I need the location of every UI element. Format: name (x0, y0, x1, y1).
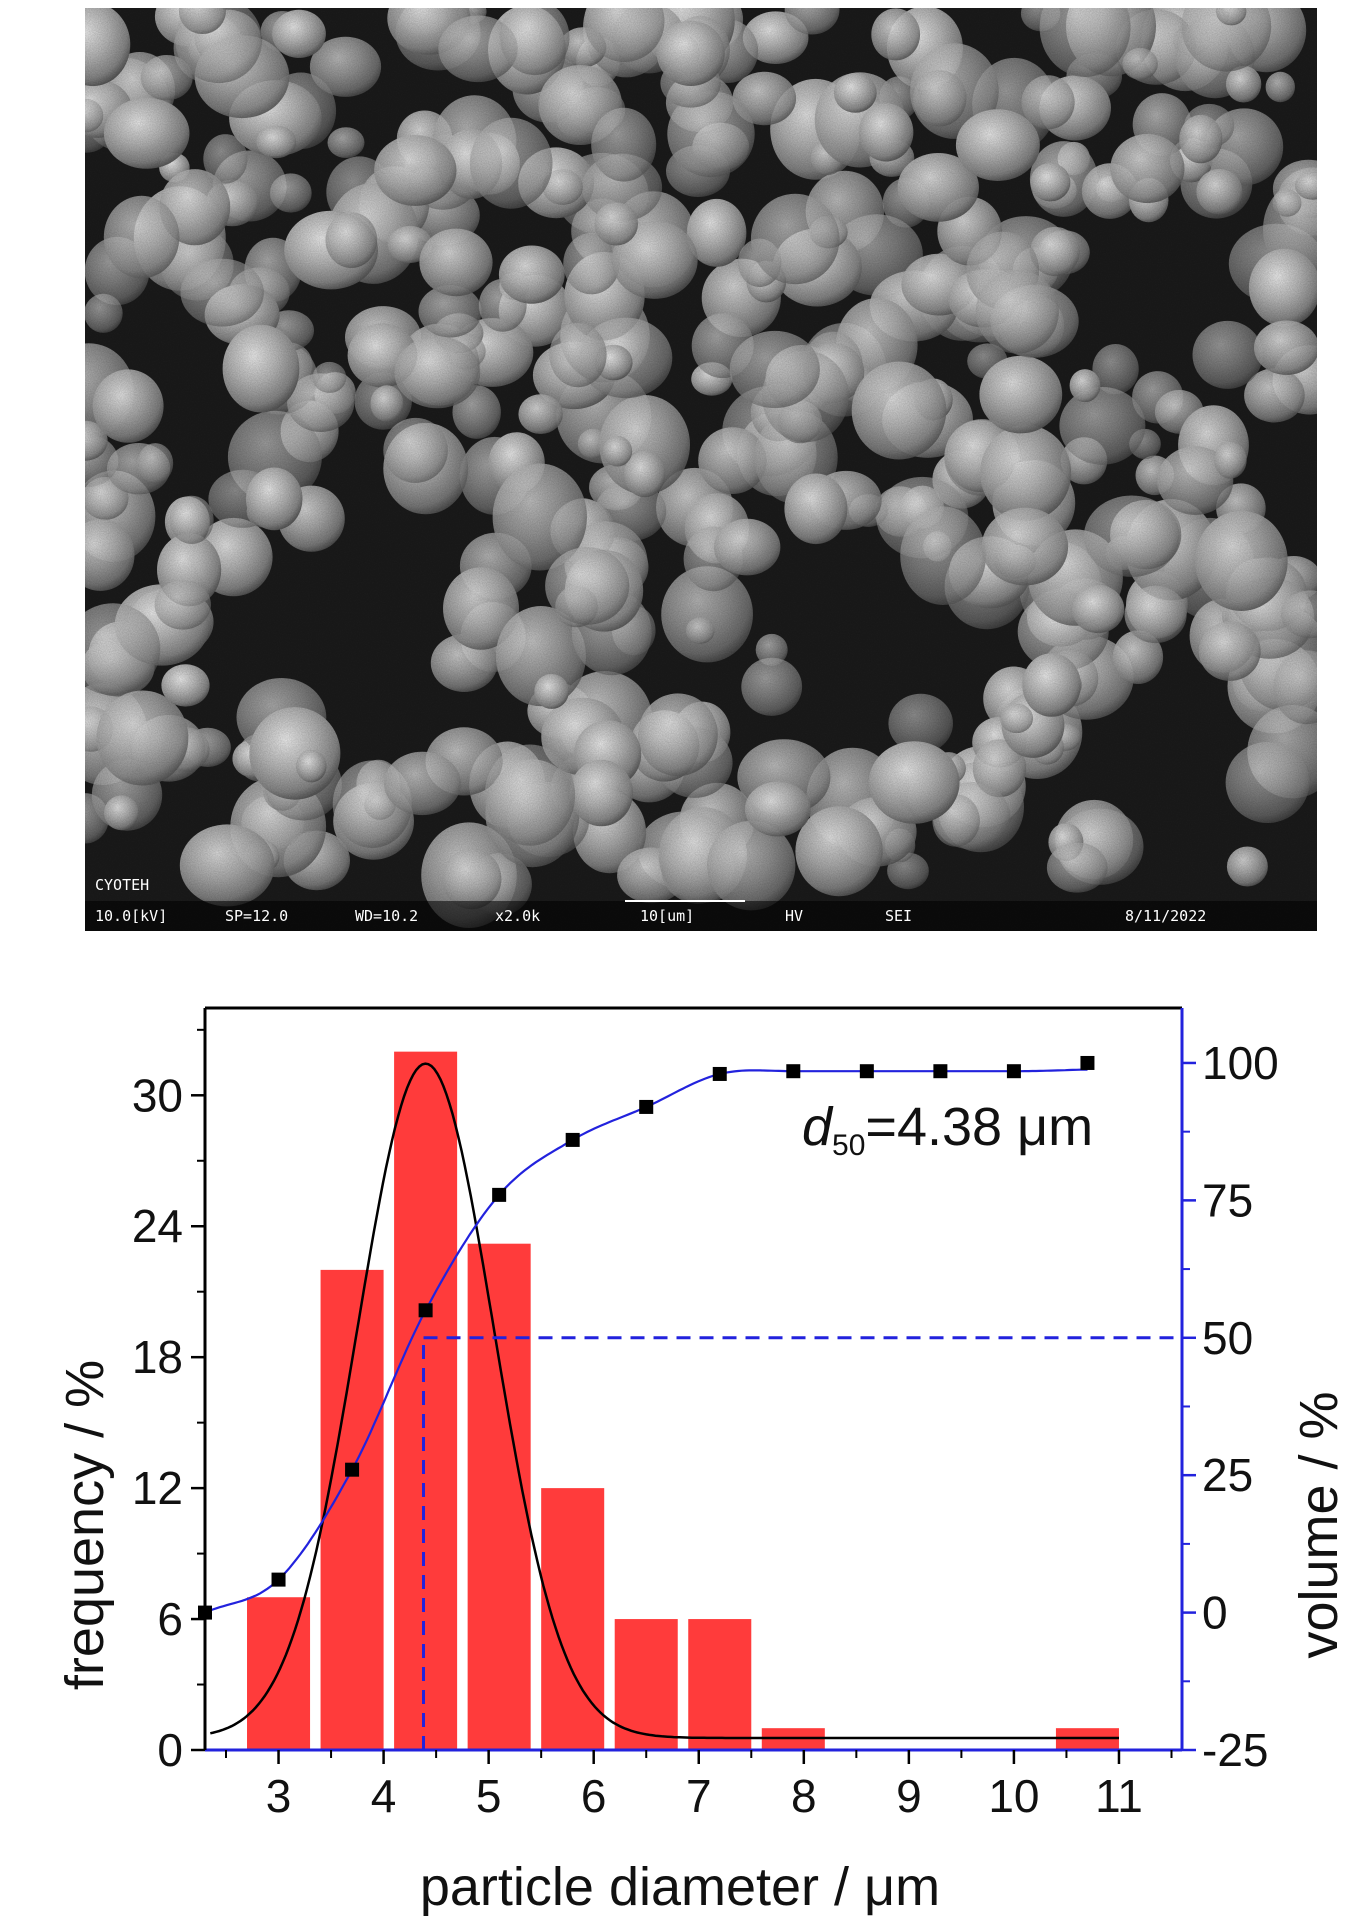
x-tick-label: 9 (896, 1770, 922, 1822)
sem-info-hv: HV (785, 907, 803, 925)
y-tick-label: 24 (132, 1200, 183, 1252)
y2-tick-label: 25 (1202, 1449, 1253, 1501)
volume-points (198, 1055, 1095, 1620)
y-tick-label: 12 (132, 1462, 183, 1514)
y2-axis-title: volume / % (1289, 1391, 1349, 1658)
sem-info-mag: x2.0k (495, 907, 540, 925)
fit-curve-line (210, 1062, 1119, 1740)
d50-lines (422, 1336, 1182, 1750)
x-tick-label: 11 (1095, 1770, 1143, 1822)
volume-point (1080, 1055, 1095, 1070)
d50-label-rest: =4.38 μm (865, 1097, 1093, 1157)
x-tick-label: 4 (371, 1770, 397, 1822)
y-tick-label: 30 (132, 1069, 183, 1121)
x-tick-label: 6 (581, 1770, 607, 1822)
volume-point (933, 1064, 948, 1079)
frequency-bar (541, 1488, 605, 1750)
sem-info-date: 8/11/2022 (1125, 907, 1206, 925)
d50-label: d50=4.38 μm (802, 1097, 1093, 1162)
sem-info-spot: SP=12.0 (225, 907, 288, 925)
frequency-bars (247, 1051, 1119, 1750)
frequency-bar (688, 1619, 752, 1750)
sem-info-bar: CYOTEH 10.0[kV] SP=12.0 WD=10.2 x2.0k 10… (85, 876, 1317, 931)
frequency-bar (614, 1619, 678, 1750)
frequency-bar (320, 1269, 384, 1750)
x-axis-title: particle diameter / μm (420, 1857, 940, 1917)
y2-tick-label: 100 (1202, 1037, 1279, 1089)
d50-label-sub: 50 (832, 1129, 865, 1162)
axis-labels: 3 4 5 6 7 8 9 10 11 0 6 12 18 24 30 -25 0 25 50 75 100 (132, 1037, 1279, 1822)
sem-info-wd: WD=10.2 (355, 907, 418, 925)
y2-tick-label: -25 (1202, 1724, 1268, 1776)
volume-point (786, 1064, 801, 1079)
x-tick-label: 3 (266, 1770, 292, 1822)
y-axis-title: frequency / % (55, 1360, 115, 1690)
volume-point (271, 1572, 286, 1587)
x-tick-label: 5 (476, 1770, 502, 1822)
volume-point (1006, 1064, 1021, 1079)
y-tick-label: 18 (132, 1331, 183, 1383)
y-tick-label: 0 (157, 1724, 183, 1776)
frequency-bar (394, 1051, 458, 1750)
d50-label-base: d (802, 1097, 834, 1157)
volume-point (712, 1066, 727, 1081)
volume-point (345, 1462, 360, 1477)
sem-info-scale: 10[um] (640, 907, 694, 925)
sem-info-voltage: 10.0[kV] (95, 907, 167, 925)
volume-point (492, 1187, 507, 1202)
y2-tick-label: 50 (1202, 1312, 1253, 1364)
volume-point (418, 1303, 433, 1318)
sem-micrograph: CYOTEH 10.0[kV] SP=12.0 WD=10.2 x2.0k 10… (85, 8, 1317, 931)
gaussian-fit (210, 1062, 1119, 1740)
volume-point (565, 1132, 580, 1147)
axes (191, 1006, 1196, 1764)
y-tick-label: 6 (157, 1593, 183, 1645)
d50-annotation: d50=4.38 μm (770, 1080, 1140, 1165)
y2-tick-label: 0 (1202, 1587, 1228, 1639)
x-tick-label: 10 (988, 1770, 1039, 1822)
volume-point (639, 1099, 654, 1114)
y2-tick-label: 75 (1202, 1174, 1253, 1226)
volume-point (859, 1064, 874, 1079)
x-tick-label: 8 (791, 1770, 817, 1822)
x-tick-label: 7 (686, 1770, 712, 1822)
frequency-bar (467, 1243, 531, 1750)
sem-info-mode: SEI (885, 907, 912, 925)
sem-maker-label: CYOTEH (95, 876, 149, 894)
